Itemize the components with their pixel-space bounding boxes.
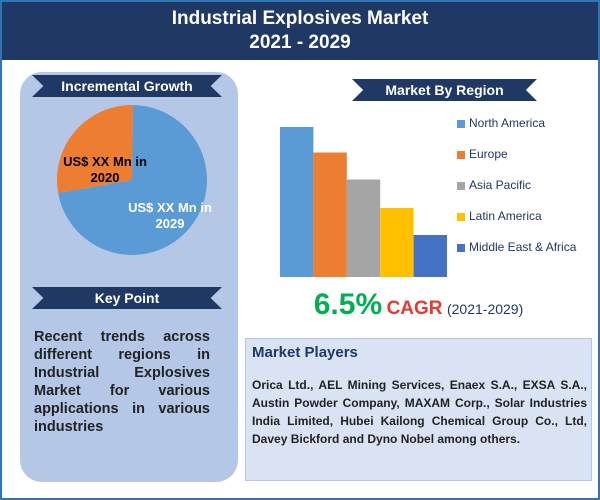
cagr: 6.5% CAGR (2021-2029): [245, 288, 592, 322]
legend-label: Latin America: [469, 209, 542, 223]
legend-swatch: [457, 120, 465, 128]
bar-title: Market By Region: [352, 79, 537, 101]
cagr-label: CAGR: [386, 298, 443, 319]
legend-swatch: [457, 182, 465, 190]
key-point-title: Key Point: [32, 287, 222, 309]
pie-slice: [58, 105, 207, 256]
pie-title: Incremental Growth: [32, 75, 222, 97]
legend-swatch: [457, 151, 465, 159]
legend-label: Asia Pacific: [469, 178, 531, 192]
cagr-period: (2021-2029): [446, 301, 524, 317]
bar: [413, 235, 447, 277]
header: Industrial Explosives Market 2021 - 2029: [2, 2, 598, 60]
legend-label: North America: [469, 116, 545, 130]
bar: [346, 179, 381, 277]
key-point-text: Recent trends across different regions i…: [34, 329, 210, 435]
legend-label: Middle East & Africa: [469, 240, 577, 254]
bar: [280, 127, 314, 277]
bar: [380, 208, 414, 277]
subtitle: 2021 - 2029: [249, 32, 351, 53]
players-text: Orica Ltd., AEL Mining Services, Enaex S…: [252, 378, 587, 446]
players-title: Market Players: [252, 344, 358, 361]
players-box: [245, 338, 592, 481]
legend-label: Europe: [469, 147, 508, 161]
title: Industrial Explosives Market: [171, 8, 429, 29]
legend-swatch: [457, 244, 465, 252]
pie-label: US$ XX Mn in 2020: [63, 154, 147, 185]
legend-swatch: [457, 213, 465, 221]
pie-slice: [57, 104, 134, 194]
cagr-value: 6.5%: [313, 288, 383, 321]
bar: [313, 152, 347, 277]
pie-label: US$ XX Mn in 2029: [128, 200, 212, 231]
